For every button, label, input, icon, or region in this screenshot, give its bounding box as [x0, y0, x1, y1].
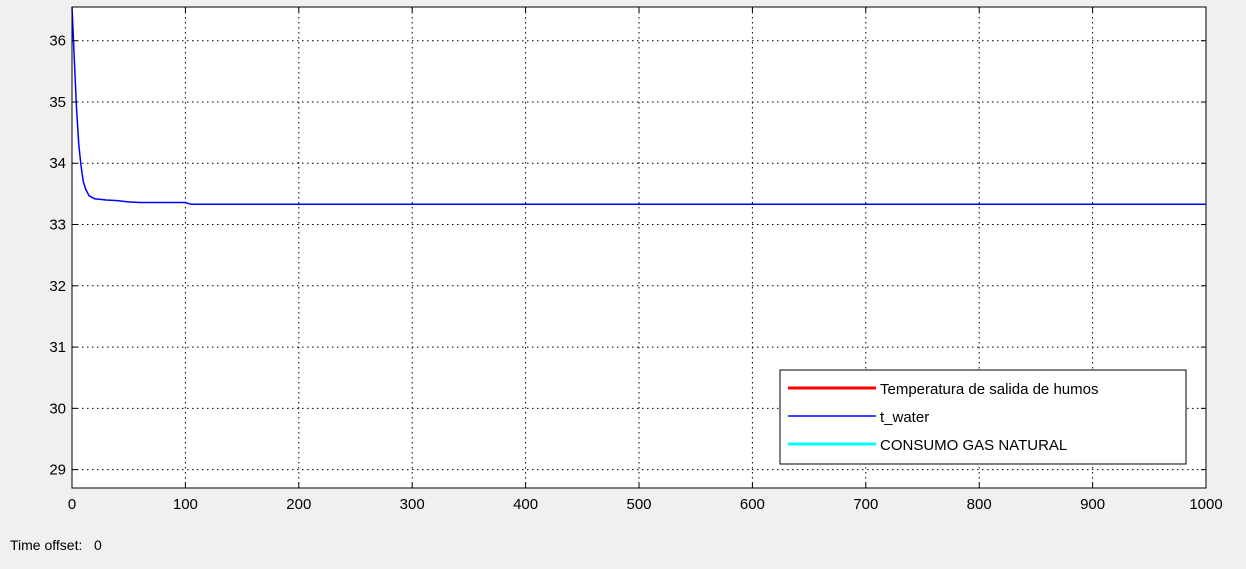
y-tick-label: 31	[49, 339, 66, 356]
x-tick-label: 400	[513, 496, 538, 513]
time-offset-readout: Time offset: 0	[10, 537, 102, 553]
x-tick-label: 900	[1080, 496, 1105, 513]
x-tick-label: 800	[967, 496, 992, 513]
x-tick-label: 0	[68, 496, 76, 513]
x-tick-label: 1000	[1189, 496, 1222, 513]
x-tick-label: 200	[286, 496, 311, 513]
legend-entry-label: CONSUMO GAS NATURAL	[880, 437, 1067, 454]
y-tick-label: 29	[49, 462, 66, 479]
x-tick-label: 600	[740, 496, 765, 513]
time-offset-value: 0	[94, 537, 102, 553]
y-tick-label: 36	[49, 33, 66, 50]
y-tick-label: 35	[49, 94, 66, 111]
x-tick-label: 500	[626, 496, 651, 513]
legend-box	[779, 369, 1187, 465]
x-tick-label: 100	[173, 496, 198, 513]
y-tick-label: 32	[49, 278, 66, 295]
legend-entry-label: Temperatura de salida de humos	[880, 381, 1098, 398]
y-tick-label: 33	[49, 217, 66, 234]
legend-entry-label: t_water	[880, 409, 929, 426]
y-tick-label: 30	[49, 400, 66, 417]
series-line-t-water	[71, 6, 1206, 206]
x-tick-label: 300	[400, 496, 425, 513]
y-tick-label: 34	[49, 155, 66, 172]
time-offset-label: Time offset:	[10, 537, 83, 553]
x-tick-label: 700	[853, 496, 878, 513]
